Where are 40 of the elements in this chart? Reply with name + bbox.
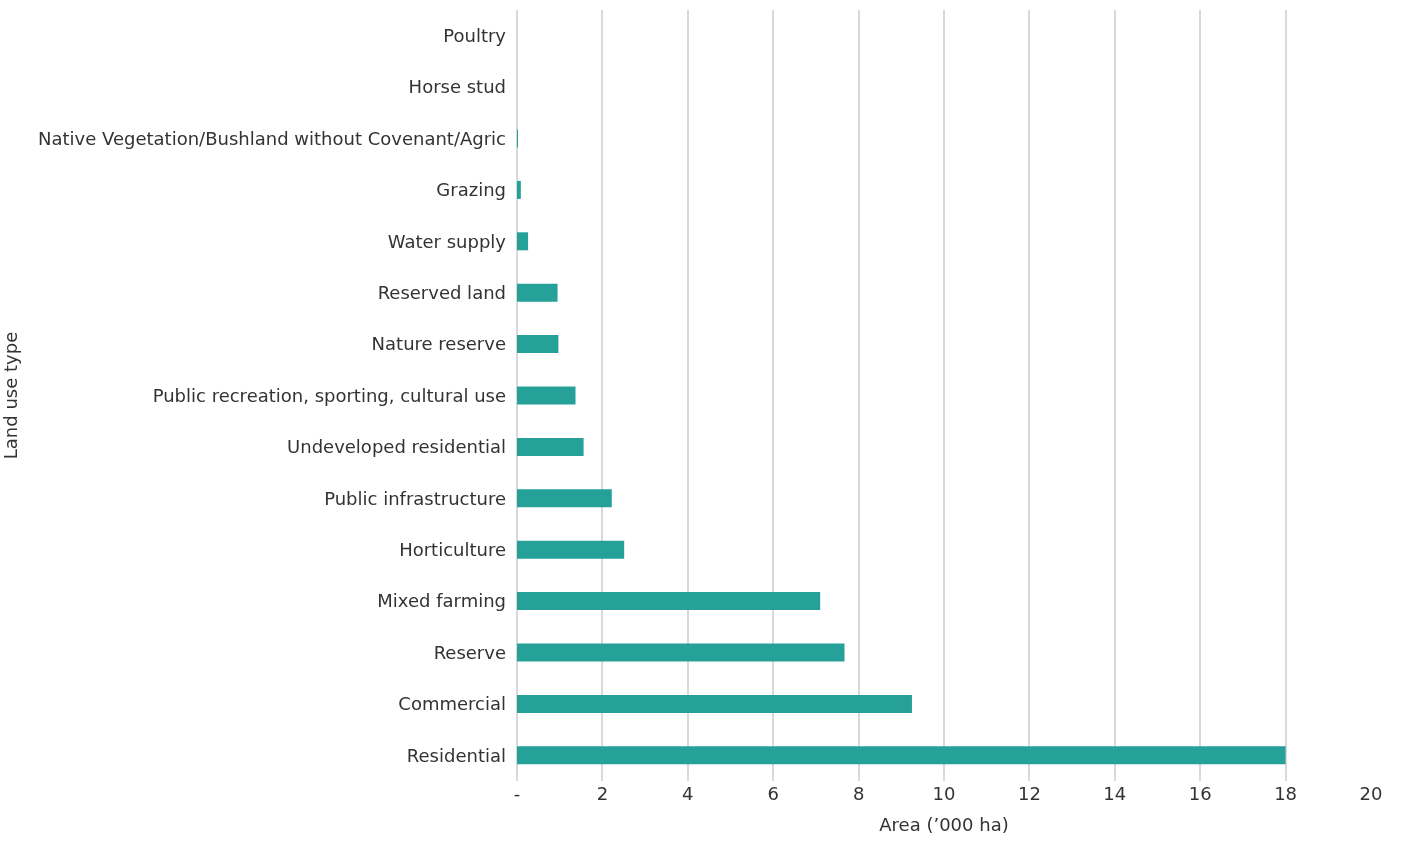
- bar: [517, 592, 821, 611]
- bar: [517, 746, 1286, 765]
- y-tick-label: Commercial: [398, 693, 506, 715]
- y-tick-label: Reserve: [433, 641, 506, 663]
- x-tick-label: 2: [596, 783, 609, 804]
- x-tick-label: 10: [932, 783, 956, 804]
- y-tick-label: Water supply: [387, 230, 507, 252]
- bar: [517, 180, 521, 199]
- x-tick-label: 8: [852, 783, 865, 804]
- y-tick-label: Public recreation, sporting, cultural use: [152, 384, 506, 406]
- y-tick-label: Undeveloped residential: [287, 436, 506, 458]
- bar: [517, 694, 912, 713]
- y-tick-label: Horse stud: [408, 76, 506, 98]
- x-tick-label: 16: [1188, 783, 1212, 804]
- y-tick-label: Mixed farming: [377, 590, 506, 612]
- bar: [517, 643, 845, 662]
- bar: [517, 232, 529, 251]
- x-tick-label: 4: [682, 783, 694, 804]
- bar: [517, 489, 612, 508]
- y-tick-label: Native Vegetation/Bushland without Covenant/Agric: [38, 127, 506, 149]
- bar: [517, 386, 576, 405]
- y-tick-label: Horticulture: [399, 539, 506, 560]
- x-tick-label: 6: [767, 783, 779, 804]
- x-tick-label: 12: [1017, 783, 1041, 804]
- x-tick-label: 18: [1274, 783, 1298, 804]
- y-tick-label: Public infrastructure: [324, 487, 506, 509]
- bar: [517, 540, 625, 559]
- x-tick-label: -: [513, 783, 521, 804]
- y-tick-label: Poultry: [443, 25, 507, 46]
- bar: [517, 335, 559, 354]
- y-tick-label: Nature reserve: [371, 333, 506, 355]
- x-axis-title: Area (’000 ha): [879, 814, 1009, 836]
- y-tick-label: Reserved land: [377, 282, 506, 303]
- y-tick-label: Residential: [406, 744, 506, 766]
- bar: [517, 283, 558, 302]
- y-tick-label: Grazing: [436, 179, 506, 201]
- x-tick-label: 14: [1103, 783, 1127, 804]
- bar: [517, 437, 584, 456]
- x-tick-label: 20: [1359, 783, 1383, 804]
- y-axis-title: Land use type: [0, 331, 22, 460]
